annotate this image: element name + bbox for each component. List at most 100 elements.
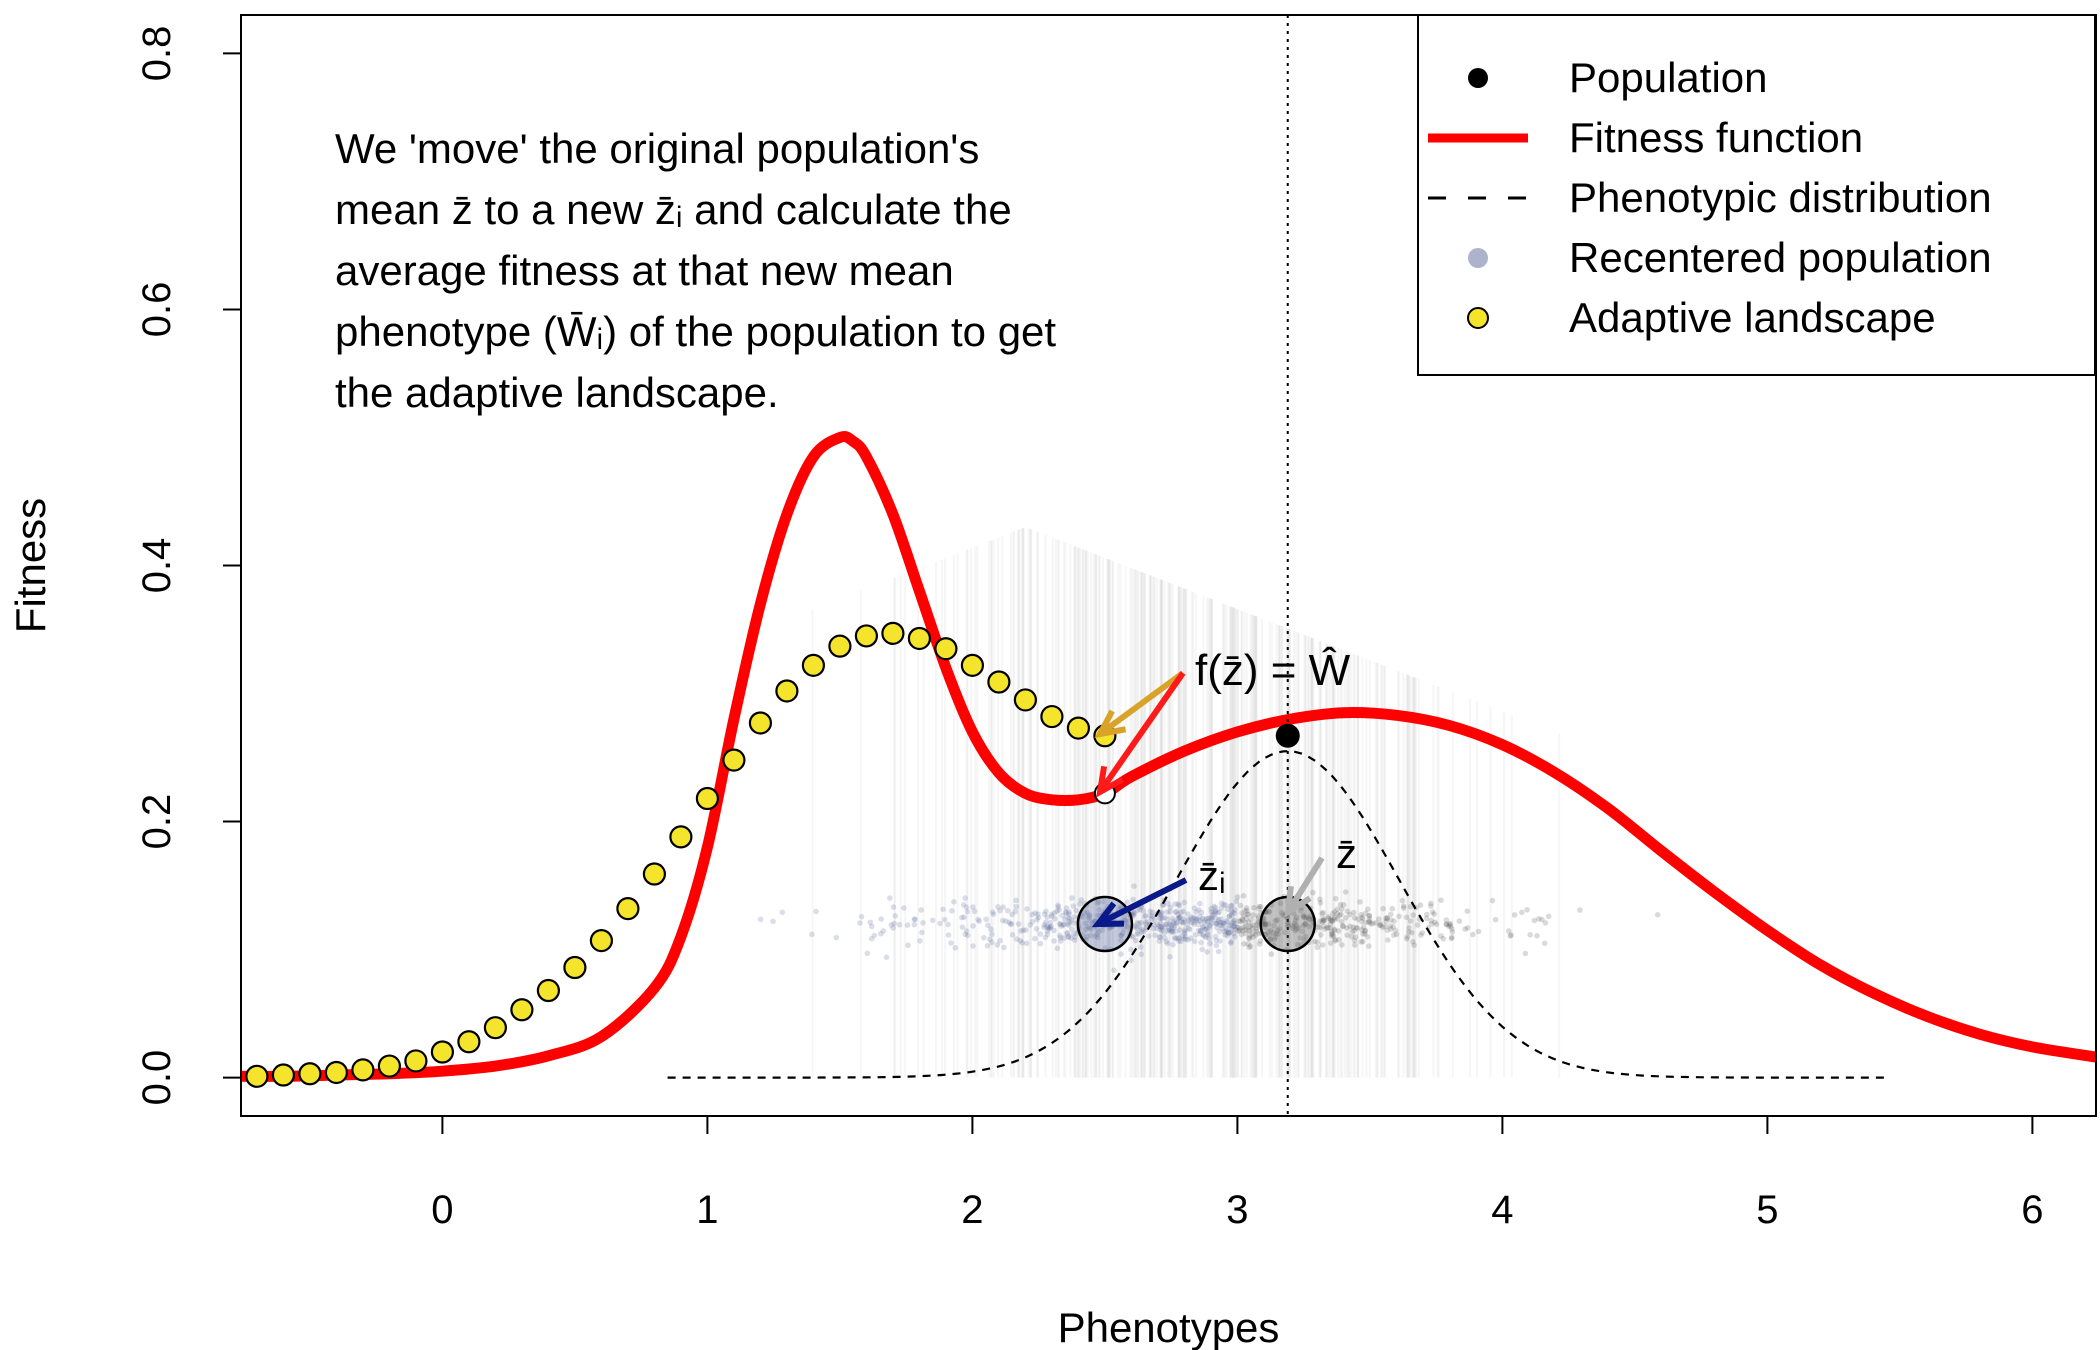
population-point — [1383, 918, 1389, 925]
population-point — [984, 943, 991, 949]
population-point — [1531, 917, 1538, 924]
population-point — [1215, 948, 1222, 955]
population-point — [1326, 915, 1332, 922]
adaptive-landscape-point — [801, 653, 826, 677]
population-point — [1293, 914, 1300, 921]
population-point — [1118, 903, 1124, 910]
population-point — [1018, 928, 1024, 934]
population-point — [1035, 911, 1041, 917]
population-point — [1492, 916, 1499, 923]
legend-label: Population — [1569, 54, 1768, 101]
population-point — [1470, 931, 1476, 938]
population-point — [1045, 925, 1052, 931]
population-point — [1172, 909, 1179, 916]
population-point — [1360, 931, 1366, 937]
population-point — [1165, 928, 1171, 934]
population-point — [1054, 945, 1061, 952]
population-point — [962, 931, 968, 937]
population-point — [1009, 932, 1016, 938]
population-point — [1511, 912, 1518, 918]
population-point — [1159, 927, 1165, 934]
population-point — [1243, 905, 1250, 911]
population-point — [1128, 946, 1134, 953]
population-point — [1358, 939, 1364, 945]
population-point — [1214, 924, 1220, 931]
population-point — [1253, 932, 1259, 938]
population-point — [1330, 933, 1337, 939]
population-point — [1234, 924, 1240, 930]
population-point — [890, 904, 897, 910]
population-point — [1359, 915, 1366, 922]
population-point — [1164, 916, 1171, 923]
population-point — [1246, 944, 1252, 951]
population-point — [1154, 925, 1160, 931]
population-point — [1162, 924, 1168, 930]
population-point — [1166, 927, 1173, 933]
population-point — [1231, 923, 1238, 929]
population-point — [1071, 937, 1078, 943]
population-point — [1169, 922, 1175, 929]
population-point — [1174, 935, 1180, 942]
population-point — [1410, 912, 1416, 918]
population-point — [1003, 918, 1009, 924]
population-point — [1349, 928, 1356, 935]
population-point — [1216, 916, 1222, 923]
population-point — [1085, 924, 1092, 930]
population-point — [1274, 927, 1281, 934]
population-point — [1330, 910, 1336, 917]
population-point — [1203, 915, 1210, 922]
population-point — [1245, 919, 1252, 925]
population-point — [1209, 912, 1216, 918]
population-point — [1198, 939, 1204, 946]
population-point — [1232, 934, 1238, 940]
population-point — [1055, 902, 1061, 909]
population-point — [1046, 923, 1053, 930]
population-point — [1231, 910, 1238, 917]
population-point — [1362, 927, 1369, 934]
population-point — [1215, 918, 1222, 925]
population-point — [1246, 935, 1252, 942]
population-point — [1181, 935, 1187, 942]
legend-label: Phenotypic distribution — [1569, 174, 1992, 221]
population-point — [1205, 930, 1211, 936]
population-point — [1216, 922, 1223, 928]
adaptive-landscape-point — [748, 711, 773, 735]
population-point — [1167, 921, 1173, 928]
population-point — [868, 935, 875, 942]
population-point — [1246, 935, 1252, 941]
population-point — [1534, 933, 1540, 939]
population-point — [1008, 920, 1015, 927]
population-point — [1123, 919, 1129, 925]
adaptive-landscape-point — [722, 748, 746, 772]
population-point — [1344, 932, 1350, 938]
population-point — [1438, 897, 1444, 903]
population-point — [1240, 924, 1247, 931]
population-point — [1447, 920, 1454, 927]
population-point — [975, 916, 981, 923]
population-point — [989, 931, 995, 937]
population-point — [1200, 924, 1206, 931]
population-point — [1160, 902, 1166, 908]
population-point — [1001, 944, 1007, 951]
population-point — [1227, 922, 1234, 929]
population-point — [1168, 929, 1175, 935]
population-point — [1208, 909, 1215, 915]
population-point — [1362, 931, 1368, 937]
population-point — [971, 908, 978, 915]
population-point — [1211, 912, 1217, 918]
population-point — [1219, 919, 1226, 926]
population-point — [1329, 917, 1335, 924]
adaptive-landscape-point — [324, 1060, 348, 1085]
population-point — [1048, 911, 1055, 918]
population-point — [1250, 930, 1256, 937]
population-point — [1147, 908, 1153, 915]
population-point — [1065, 922, 1072, 928]
population-point — [1203, 934, 1209, 940]
legend-swatch-point — [1467, 307, 1489, 329]
population-point — [1176, 935, 1182, 942]
population-point — [1318, 932, 1324, 938]
population-point — [1301, 937, 1308, 944]
population-point — [1027, 922, 1033, 928]
population-point — [1212, 909, 1219, 915]
population-point — [1360, 924, 1367, 930]
